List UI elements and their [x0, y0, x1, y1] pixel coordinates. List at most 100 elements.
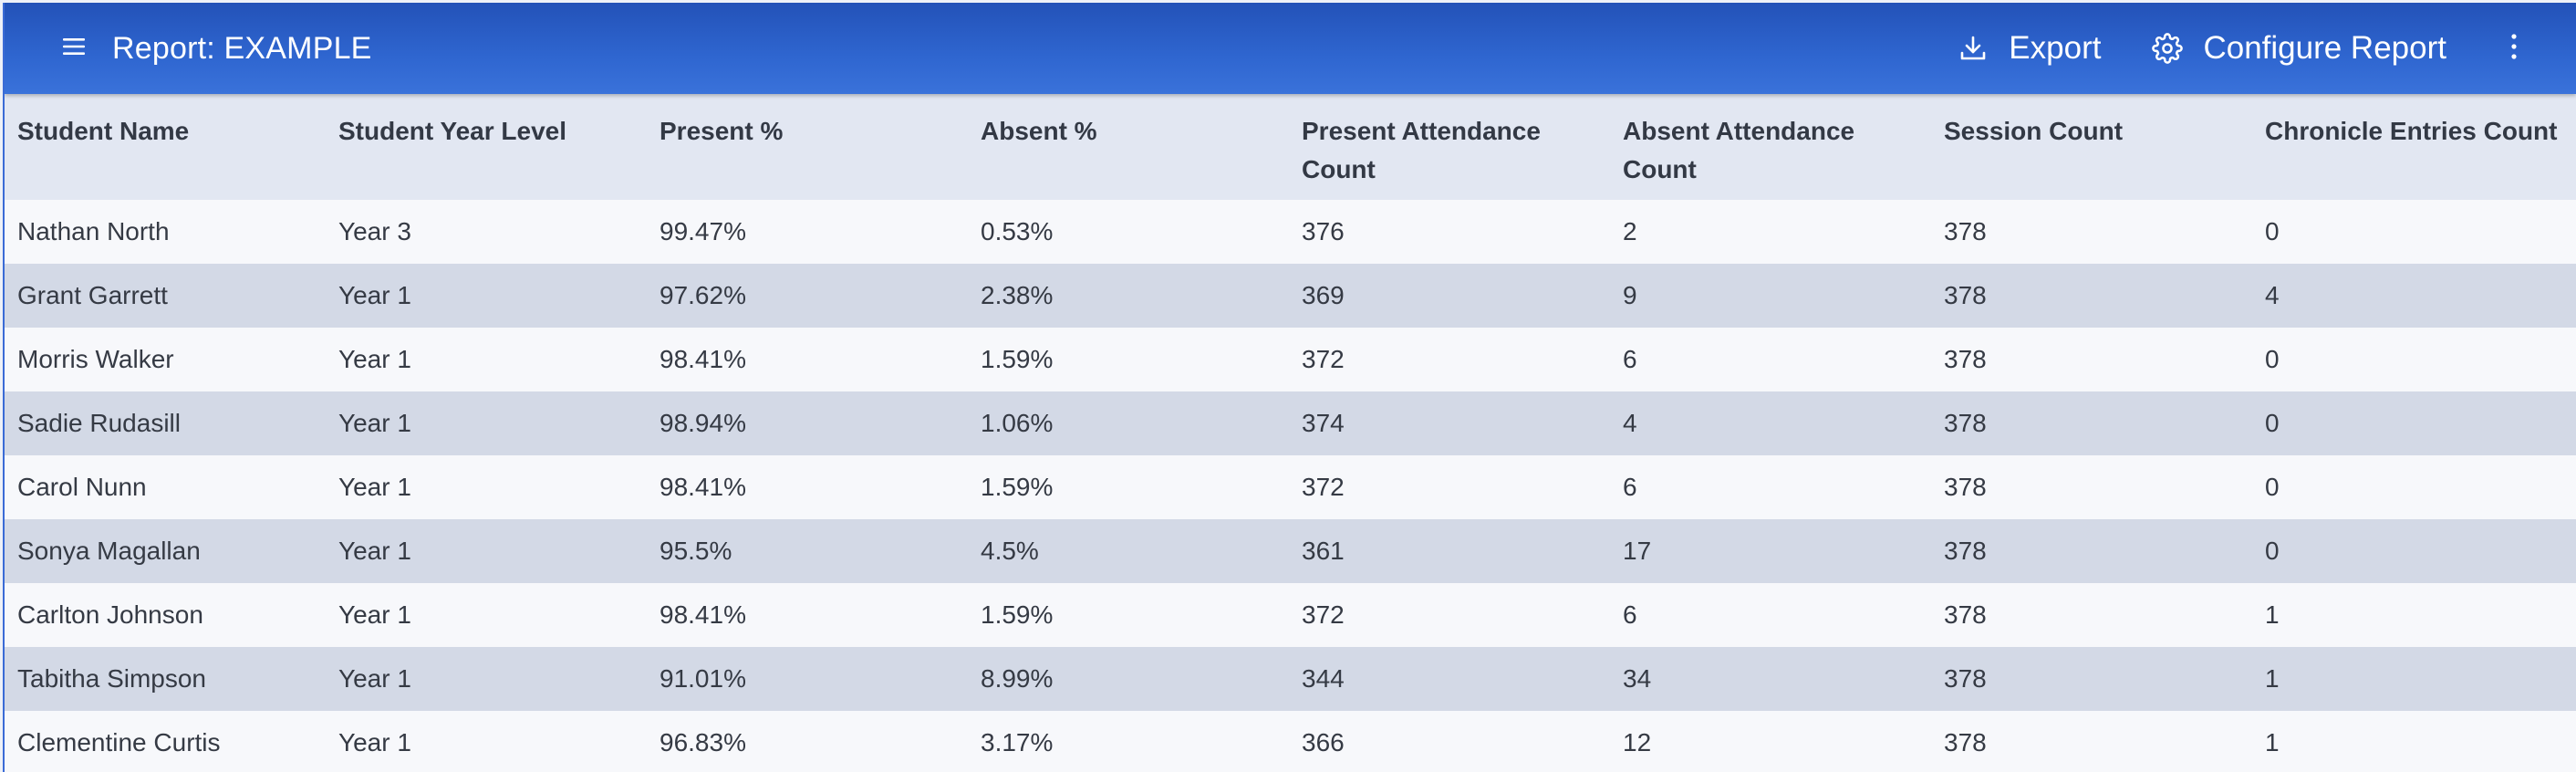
table-row[interactable]: Sadie Rudasill Year 1 98.94% 1.06% 374 4 378 0	[5, 391, 2576, 455]
cell-present-percent: 96.83%	[660, 728, 746, 756]
cell-chronicle-count: 4	[2265, 281, 2280, 309]
cell-year-level: Year 1	[338, 600, 411, 629]
cell-student-name: Tabitha Simpson	[17, 664, 207, 693]
cell-present-count: 374	[1302, 409, 1345, 437]
table-header: Student Name Student Year Level Present % A…	[5, 94, 2576, 200]
configure-report-label: Configure Report	[2203, 30, 2446, 66]
cell-year-level: Year 1	[338, 409, 411, 437]
cell-student-name: Carlton Johnson	[17, 600, 203, 629]
cell-absent-count: 6	[1623, 473, 1637, 501]
page-title: Report: EXAMPLE	[112, 31, 372, 66]
column-header-student-name[interactable]: Student Name	[17, 117, 190, 145]
column-header-chronicle-entries-count[interactable]: Chronicle Entries Count	[2265, 117, 2558, 145]
cell-student-name: Sadie Rudasill	[17, 409, 181, 437]
cell-absent-percent: 4.5%	[981, 537, 1039, 565]
cell-present-percent: 95.5%	[660, 537, 732, 565]
export-button[interactable]: Export	[1941, 21, 2117, 76]
cell-year-level: Year 1	[338, 728, 411, 756]
cell-year-level: Year 1	[338, 345, 411, 373]
cell-absent-count: 12	[1623, 728, 1652, 756]
cell-session-count: 378	[1944, 728, 1987, 756]
cell-present-percent: 99.47%	[660, 217, 746, 245]
cell-present-percent: 98.41%	[660, 345, 746, 373]
table-body: Nathan North Year 3 99.47% 0.53% 376 2 378 0 Gra…	[5, 200, 2576, 772]
more-vertical-icon	[2509, 33, 2519, 65]
menu-button[interactable]	[59, 34, 88, 63]
configure-report-button[interactable]: Configure Report	[2135, 21, 2463, 76]
table-row[interactable]: Clementine Curtis Year 1 96.83% 3.17% 366 12 3…	[5, 711, 2576, 772]
cell-student-name: Grant Garrett	[17, 281, 168, 309]
column-header-present-percent[interactable]: Present %	[660, 117, 784, 145]
cell-student-name: Morris Walker	[17, 345, 174, 373]
table-row[interactable]: Morris Walker Year 1 98.41% 1.59% 372 6 378 0	[5, 328, 2576, 391]
cell-year-level: Year 1	[338, 473, 411, 501]
cell-chronicle-count: 0	[2265, 345, 2280, 373]
gear-icon	[2152, 33, 2184, 64]
cell-present-count: 372	[1302, 345, 1345, 373]
cell-year-level: Year 3	[338, 217, 411, 245]
table-row[interactable]: Carol Nunn Year 1 98.41% 1.59% 372 6 378 0	[5, 455, 2576, 519]
export-label: Export	[2009, 30, 2102, 66]
cell-chronicle-count: 1	[2265, 728, 2280, 756]
cell-present-percent: 98.94%	[660, 409, 746, 437]
table-row[interactable]: Nathan North Year 3 99.47% 0.53% 376 2 378 0	[5, 200, 2576, 264]
cell-present-count: 372	[1302, 600, 1345, 629]
cell-session-count: 378	[1944, 537, 1987, 565]
cell-present-percent: 98.41%	[660, 600, 746, 629]
report-window: Report: EXAMPLE Export	[3, 3, 2576, 772]
column-header-absent-percent[interactable]: Absent %	[981, 117, 1097, 145]
cell-student-name: Clementine Curtis	[17, 728, 221, 756]
table-row[interactable]: Grant Garrett Year 1 97.62% 2.38% 369 9 378 4	[5, 264, 2576, 328]
cell-chronicle-count: 1	[2265, 600, 2280, 629]
cell-session-count: 378	[1944, 217, 1987, 245]
cell-year-level: Year 1	[338, 537, 411, 565]
toolbar-actions: Export Configure Report	[1941, 3, 2576, 94]
download-icon	[1958, 33, 1989, 64]
cell-chronicle-count: 0	[2265, 473, 2280, 501]
cell-year-level: Year 1	[338, 281, 411, 309]
cell-present-count: 361	[1302, 537, 1345, 565]
table-row[interactable]: Sonya Magallan Year 1 95.5% 4.5% 361 17 378 0	[5, 519, 2576, 583]
cell-absent-percent: 2.38%	[981, 281, 1054, 309]
column-header-absent-attendance-count[interactable]: Absent Attendance Count	[1623, 117, 1855, 183]
cell-absent-percent: 0.53%	[981, 217, 1054, 245]
cell-present-count: 344	[1302, 664, 1345, 693]
cell-chronicle-count: 0	[2265, 409, 2280, 437]
cell-chronicle-count: 0	[2265, 217, 2280, 245]
cell-absent-count: 34	[1623, 664, 1652, 693]
column-header-present-attendance-count[interactable]: Present Attendance Count	[1302, 117, 1541, 183]
column-header-student-year-level[interactable]: Student Year Level	[338, 117, 567, 145]
cell-student-name: Sonya Magallan	[17, 537, 201, 565]
cell-session-count: 378	[1944, 600, 1987, 629]
cell-absent-percent: 3.17%	[981, 728, 1054, 756]
cell-present-count: 369	[1302, 281, 1345, 309]
cell-absent-percent: 1.06%	[981, 409, 1054, 437]
cell-chronicle-count: 0	[2265, 537, 2280, 565]
cell-present-count: 376	[1302, 217, 1345, 245]
table-row[interactable]: Carlton Johnson Year 1 98.41% 1.59% 372 6 378 1	[5, 583, 2576, 647]
hamburger-menu-icon	[61, 37, 87, 61]
cell-present-count: 372	[1302, 473, 1345, 501]
cell-present-count: 366	[1302, 728, 1345, 756]
cell-present-percent: 91.01%	[660, 664, 746, 693]
cell-absent-percent: 1.59%	[981, 345, 1054, 373]
cell-absent-count: 6	[1623, 345, 1637, 373]
cell-session-count: 378	[1944, 345, 1987, 373]
cell-session-count: 378	[1944, 281, 1987, 309]
cell-absent-count: 9	[1623, 281, 1637, 309]
cell-student-name: Nathan North	[17, 217, 170, 245]
more-options-button[interactable]	[2496, 21, 2532, 76]
cell-session-count: 378	[1944, 409, 1987, 437]
cell-absent-count: 4	[1623, 409, 1637, 437]
cell-present-percent: 98.41%	[660, 473, 746, 501]
cell-student-name: Carol Nunn	[17, 473, 147, 501]
cell-absent-count: 6	[1623, 600, 1637, 629]
cell-absent-count: 2	[1623, 217, 1637, 245]
column-header-session-count[interactable]: Session Count	[1944, 117, 2124, 145]
cell-absent-percent: 1.59%	[981, 473, 1054, 501]
table-row[interactable]: Tabitha Simpson Year 1 91.01% 8.99% 344 34 378…	[5, 647, 2576, 711]
header-row: Student Name Student Year Level Present % A…	[5, 94, 2576, 200]
cell-year-level: Year 1	[338, 664, 411, 693]
app-bar: Report: EXAMPLE Export	[5, 3, 2576, 94]
cell-absent-count: 17	[1623, 537, 1652, 565]
